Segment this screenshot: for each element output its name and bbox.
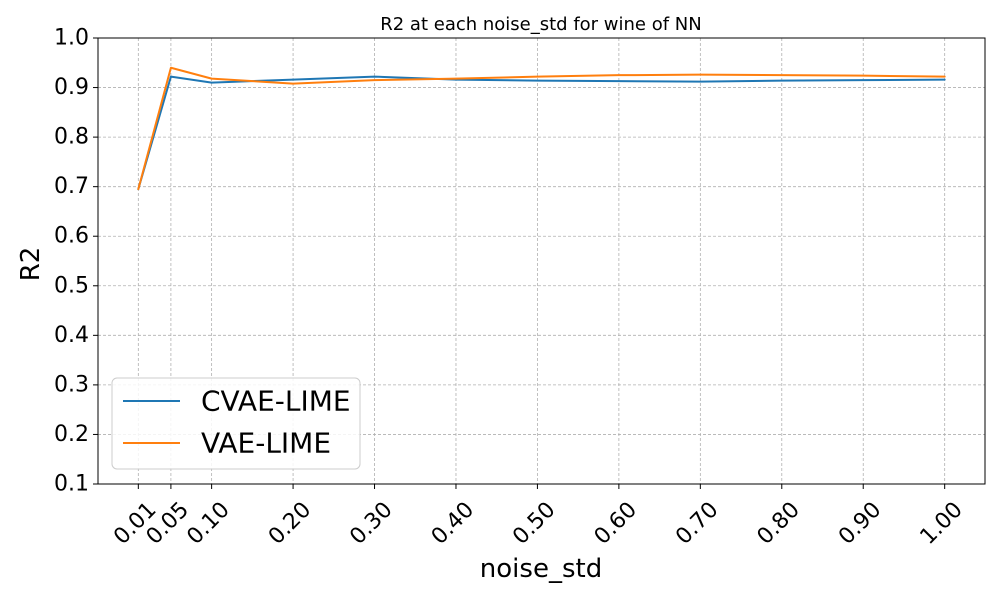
chart-title: R2 at each noise_std for wine of NN	[380, 14, 701, 35]
y-tick-label: 1.0	[54, 26, 89, 51]
y-tick-label: 0.8	[54, 125, 89, 150]
y-axis-label: R2	[16, 247, 46, 282]
y-tick-label: 0.1	[54, 472, 89, 497]
plot-area-frame	[97, 37, 986, 485]
legend-label-cvae-lime: CVAE-LIME	[201, 385, 351, 418]
y-tick-label: 0.2	[54, 422, 89, 447]
legend-label-vae-lime: VAE-LIME	[201, 427, 331, 460]
y-tick-label: 0.7	[54, 174, 89, 199]
y-tick-label: 0.6	[54, 224, 89, 249]
legend: CVAE-LIME VAE-LIME	[111, 377, 361, 470]
x-axis-label: noise_std	[480, 554, 602, 584]
y-tick-label: 0.4	[54, 323, 89, 348]
y-tick-label: 0.9	[54, 75, 89, 100]
y-tick-label: 0.3	[54, 372, 89, 397]
series-line-vae-lime	[137, 66, 946, 191]
series-lines	[137, 66, 946, 191]
y-tick-label: 0.5	[54, 273, 89, 298]
series-line-cvae-lime	[137, 75, 946, 191]
y-axis-ticks: 0.1 0.2 0.3 0.4 0.5 0.6 0.7 0.8 0.9 1.0	[54, 26, 98, 497]
